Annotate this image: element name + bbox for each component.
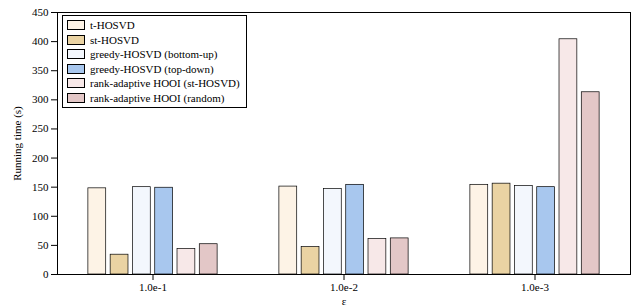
svg-text:1.0e-3: 1.0e-3 (521, 281, 549, 293)
svg-text:100: 100 (32, 210, 49, 222)
svg-text:50: 50 (38, 239, 50, 251)
svg-text:450: 450 (32, 6, 49, 18)
svg-text:200: 200 (32, 152, 49, 164)
svg-text:1.0e-1: 1.0e-1 (139, 281, 167, 293)
html-text:greedy-HOSVD (bottom-up): greedy-HOSVD (bottom-up) (90, 48, 218, 60)
svg-text:0: 0 (43, 268, 49, 280)
html-text:rank-adaptive HOOI (random): rank-adaptive HOOI (random) (90, 91, 225, 104)
html-text:rank-adaptive HOOI (st-HOSVD): rank-adaptive HOOI (st-HOSVD) (90, 77, 240, 89)
html-text:t-HOSVD: t-HOSVD (90, 19, 135, 31)
svg-text:400: 400 (32, 35, 49, 47)
svg-text:250: 250 (32, 122, 49, 134)
svg-text:Running time (s): Running time (s) (11, 106, 24, 181)
html-text:greedy-HOSVD (top-down): greedy-HOSVD (top-down) (90, 62, 214, 75)
svg-text:1.0e-2: 1.0e-2 (330, 281, 358, 293)
svg-text:ε: ε (342, 295, 347, 307)
svg-text:150: 150 (32, 181, 49, 193)
svg-text:300: 300 (32, 93, 49, 105)
html-text:st-HOSVD: st-HOSVD (90, 33, 139, 46)
svg-text:350: 350 (32, 64, 49, 76)
